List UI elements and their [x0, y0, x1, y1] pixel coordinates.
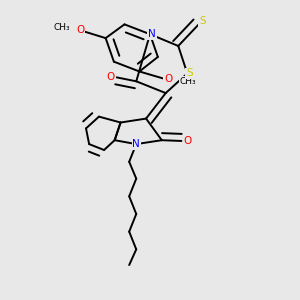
Text: S: S	[199, 16, 206, 26]
Text: O: O	[76, 25, 84, 35]
Text: S: S	[186, 68, 193, 78]
Text: O: O	[164, 74, 172, 84]
Text: O: O	[184, 136, 192, 146]
Text: CH₃: CH₃	[53, 22, 70, 32]
Text: N: N	[132, 139, 140, 149]
Text: N: N	[148, 29, 156, 39]
Text: CH₃: CH₃	[179, 77, 196, 86]
Text: O: O	[106, 72, 115, 82]
